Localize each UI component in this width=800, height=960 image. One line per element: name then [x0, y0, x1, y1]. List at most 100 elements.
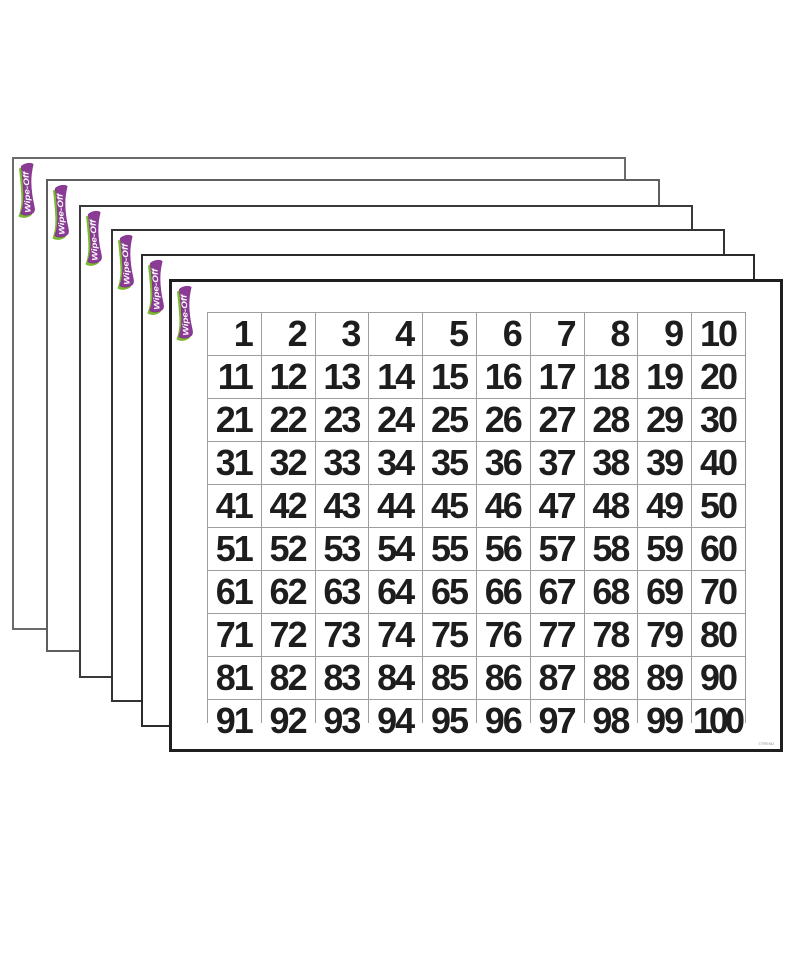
number-cell: 17 [530, 356, 584, 398]
wipe-off-logo-label: Wipe-Off [55, 192, 66, 235]
number-cell: 94 [369, 700, 423, 742]
number-cell: 8 [584, 313, 638, 355]
number-cell: 85 [423, 657, 476, 699]
number-cell: 28 [584, 399, 638, 441]
number-cell: 32 [261, 442, 315, 484]
number-cell: 99 [638, 700, 692, 742]
number-cell: 68 [584, 571, 638, 613]
number-cell: 63 [315, 571, 369, 613]
number-cell: 22 [261, 399, 315, 441]
number-cell: 55 [423, 528, 476, 570]
number-cell: 56 [476, 528, 530, 570]
wipe-off-logo-label: Wipe-Off [179, 293, 190, 336]
number-cell: 79 [638, 614, 692, 656]
number-cell: 24 [369, 399, 423, 441]
number-cell: 69 [638, 571, 692, 613]
number-cell: 6 [476, 313, 530, 355]
number-cell: 43 [315, 485, 369, 527]
wipe-off-logo: Wipe-Off [85, 210, 102, 267]
number-cell: 10 [692, 313, 745, 355]
number-cell: 46 [476, 485, 530, 527]
number-cell: 61 [208, 571, 261, 613]
wipe-off-logo-label: Wipe-Off [150, 267, 161, 310]
number-cell: 70 [692, 571, 745, 613]
number-cell: 89 [638, 657, 692, 699]
number-cell: 66 [476, 571, 530, 613]
number-cell: 88 [584, 657, 638, 699]
number-cell: 33 [315, 442, 369, 484]
number-cell: 36 [476, 442, 530, 484]
number-cell: 3 [315, 313, 369, 355]
number-cell: 30 [692, 399, 745, 441]
number-cell: 1 [208, 313, 261, 355]
number-cell: 82 [261, 657, 315, 699]
number-cell: 86 [476, 657, 530, 699]
number-cell: 58 [584, 528, 638, 570]
copyright-code: ©TREND [758, 742, 774, 746]
chart-sheet-front: Wipe-Off 1 2 3 4 5 6 7 8 9 10 11 12 13 14 15 16 17 18 19 20… [169, 279, 783, 752]
number-cell: 9 [638, 313, 692, 355]
number-cell: 44 [369, 485, 423, 527]
number-cell: 40 [692, 442, 745, 484]
number-cell: 76 [476, 614, 530, 656]
number-cell: 72 [261, 614, 315, 656]
wipe-off-logo: Wipe-Off [117, 234, 134, 291]
number-cell: 65 [423, 571, 476, 613]
number-cell: 54 [369, 528, 423, 570]
number-cell: 95 [423, 700, 476, 742]
number-cell: 51 [208, 528, 261, 570]
number-cell: 23 [315, 399, 369, 441]
number-cell: 34 [369, 442, 423, 484]
number-cell: 74 [369, 614, 423, 656]
number-cell: 90 [692, 657, 745, 699]
number-cell: 18 [584, 356, 638, 398]
number-cell: 96 [476, 700, 530, 742]
wipe-off-logo: Wipe-Off [147, 259, 164, 316]
number-cell: 13 [315, 356, 369, 398]
number-cell: 41 [208, 485, 261, 527]
number-cell: 2 [261, 313, 315, 355]
number-cell: 5 [423, 313, 476, 355]
number-cell: 45 [423, 485, 476, 527]
number-cell: 16 [476, 356, 530, 398]
number-cell: 4 [369, 313, 423, 355]
number-cell: 64 [369, 571, 423, 613]
number-cell: 67 [530, 571, 584, 613]
number-cell: 50 [692, 485, 745, 527]
number-cell: 73 [315, 614, 369, 656]
number-cell: 11 [208, 356, 261, 398]
number-cell: 57 [530, 528, 584, 570]
number-cell: 12 [261, 356, 315, 398]
number-cell: 39 [638, 442, 692, 484]
number-cell: 19 [638, 356, 692, 398]
number-cell: 7 [530, 313, 584, 355]
number-cell: 47 [530, 485, 584, 527]
number-cell: 25 [423, 399, 476, 441]
number-cell: 37 [530, 442, 584, 484]
number-cell: 71 [208, 614, 261, 656]
number-cell: 78 [584, 614, 638, 656]
number-cell: 92 [261, 700, 315, 742]
wipe-off-logo-label: Wipe-Off [120, 242, 131, 285]
number-cell: 83 [315, 657, 369, 699]
number-cell: 87 [530, 657, 584, 699]
number-cell: 81 [208, 657, 261, 699]
number-cell: 98 [584, 700, 638, 742]
number-cell: 97 [530, 700, 584, 742]
number-cell: 35 [423, 442, 476, 484]
number-cell: 100 [692, 700, 745, 742]
wipe-off-logo: Wipe-Off [52, 184, 69, 241]
number-cell: 42 [261, 485, 315, 527]
number-cell: 52 [261, 528, 315, 570]
wipe-off-logo-label: Wipe-Off [88, 218, 99, 261]
wipe-off-logo: Wipe-Off [176, 285, 193, 342]
number-cell: 84 [369, 657, 423, 699]
number-cell: 14 [369, 356, 423, 398]
wipe-off-logo: Wipe-Off [18, 162, 35, 219]
number-cell: 21 [208, 399, 261, 441]
number-cell: 91 [208, 700, 261, 742]
number-cell: 62 [261, 571, 315, 613]
hundred-chart-grid: 1 2 3 4 5 6 7 8 9 10 11 12 13 14 15 16 17 18 19 20 21 22 23 24 2… [207, 312, 746, 742]
number-cell: 75 [423, 614, 476, 656]
